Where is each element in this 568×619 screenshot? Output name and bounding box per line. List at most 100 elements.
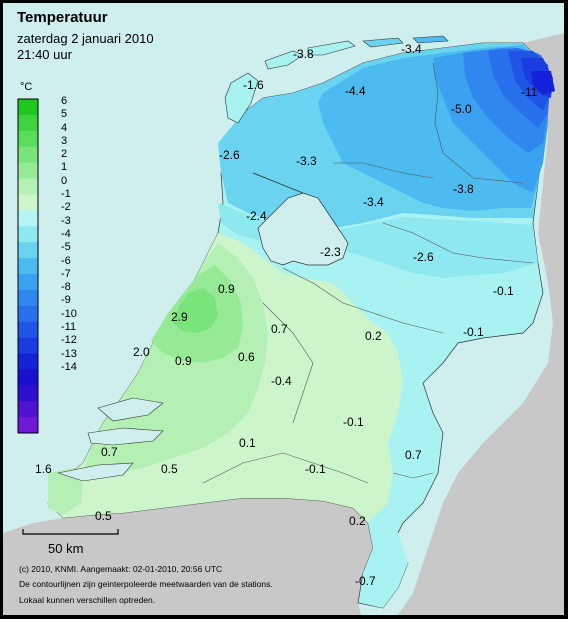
- temperature-label: 2.9: [171, 310, 188, 324]
- legend-level-label: -7: [61, 267, 71, 280]
- legend-level-label: 3: [61, 134, 68, 147]
- legend-level-label: -4: [61, 227, 71, 240]
- scale-label: 50 km: [48, 541, 84, 556]
- legend-level-label: -10: [61, 307, 77, 320]
- temperature-label: 2.0: [133, 345, 150, 359]
- island-ameland: [362, 37, 404, 48]
- temperature-label: 0.1: [239, 436, 256, 450]
- temperature-label: 0.9: [218, 282, 235, 296]
- legend-level-label: -9: [61, 294, 71, 307]
- temperature-label: 0.7: [405, 448, 422, 462]
- legend-swatch: [18, 353, 38, 370]
- temperature-label: 0.9: [175, 354, 192, 368]
- legend-level-label: 5: [61, 108, 68, 121]
- legend-swatch: [18, 114, 38, 132]
- map-panel: -3.8 -3.4 -1.6 -4.4 -11 -5.0 -2.6 -3.3 -3.8 -3.4-…: [3, 3, 564, 615]
- map-time: 21:40 uur: [17, 47, 72, 62]
- temperature-label: -0.7: [355, 574, 376, 588]
- legend-level-label: 4: [61, 121, 68, 134]
- temperature-label: -3.8: [293, 47, 314, 61]
- legend-swatch: [18, 162, 38, 180]
- temperature-label: -0.4: [271, 374, 292, 388]
- legend-swatch: [18, 369, 38, 386]
- temperature-label: -2.6: [413, 250, 434, 264]
- afsluitdijk: [252, 172, 304, 194]
- legend-swatch: [18, 273, 38, 291]
- temperature-label: 0.2: [365, 329, 382, 343]
- legend-swatch: [18, 226, 38, 243]
- temperature-label: -0.1: [305, 462, 326, 476]
- map-title: Temperatuur: [17, 9, 108, 26]
- legend-level-label: -1: [61, 188, 71, 201]
- legend-swatch: [18, 289, 38, 307]
- island-terschelling: [307, 40, 356, 56]
- legend-swatch: [18, 258, 38, 275]
- legend-unit: °C: [20, 81, 33, 93]
- temperature-label: -3.4: [363, 195, 384, 209]
- legend-level-label: -14: [61, 360, 77, 373]
- legend-labels: 6 5 4 3 2 1 0 -1 -2 -3 -4 -5 -6 -7 -8 -9 -10 -11 -12 -13 -14: [61, 95, 77, 374]
- temperature-labels: -3.8 -3.4-1.6 -4.4 -11-5.0-2.6 -3.3-3.8-3.4-…: [35, 42, 538, 588]
- neighbour-land-south: [3, 498, 373, 615]
- estuary-2: [87, 427, 164, 446]
- zone-minus10: [531, 71, 555, 95]
- estuary-3: [56, 462, 134, 482]
- temperature-label: -2.6: [219, 148, 240, 162]
- zone-south-green: [48, 468, 83, 515]
- temperature-label: -0.1: [343, 415, 364, 429]
- legend-level-label: 6: [61, 95, 68, 107]
- temperature-label: 0.2: [349, 514, 366, 528]
- legend-swatch: [18, 210, 38, 227]
- temperature-label: -1.6: [243, 78, 264, 92]
- legend-level-label: -11: [61, 321, 77, 334]
- legend-swatch: [18, 178, 38, 195]
- temperature-label: 0.7: [271, 322, 288, 336]
- temperature-label: -3.8: [453, 182, 474, 196]
- footer-note-2: Lokaal kunnen verschillen optreden.: [19, 595, 156, 605]
- legend-frame: [17, 98, 39, 434]
- legend-swatch: [18, 321, 38, 339]
- province-borders: [202, 62, 534, 484]
- temperature-label: 0.6: [238, 350, 255, 364]
- legend-swatch: [18, 417, 38, 434]
- temperature-label: -3.4: [401, 42, 422, 56]
- legend-swatch: [18, 99, 38, 116]
- temperature-label: 0.5: [95, 509, 112, 523]
- legend-level-label: 0: [61, 174, 68, 187]
- legend-swatch: [18, 401, 38, 418]
- map-date: zaterdag 2 januari 2010: [17, 31, 154, 46]
- temperature-label: -4.4: [345, 84, 366, 98]
- ijsselmeer: [257, 192, 349, 266]
- legend-level-label: -2: [61, 201, 71, 214]
- zone-3: [173, 288, 218, 333]
- temperature-label: -0.1: [493, 284, 514, 298]
- legend-color-bar: [18, 99, 38, 434]
- legend-level-label: -8: [61, 281, 71, 294]
- legend-swatch: [18, 242, 38, 259]
- estuary-1: [97, 397, 164, 422]
- island-schiermonnikoog: [412, 35, 449, 44]
- legend-swatch: [18, 146, 38, 164]
- legend-level-label: -5: [61, 241, 71, 254]
- scale-bar: [22, 529, 119, 535]
- legend-level-label: 2: [61, 148, 68, 161]
- island-vlieland: [264, 50, 304, 70]
- temperature-label: -11: [521, 85, 538, 99]
- legend-level-label: 1: [61, 161, 68, 174]
- island-texel: [224, 72, 259, 124]
- legend-level-label: -6: [61, 254, 71, 267]
- legend-swatch: [18, 305, 38, 323]
- footer-copyright: (c) 2010, KNMI. Aangemaakt: 02-01-2010, …: [19, 564, 223, 574]
- legend-swatch: [18, 385, 38, 402]
- temperature-label: -0.1: [463, 325, 484, 339]
- zone-limburg: [361, 513, 408, 608]
- temperature-label: -2.3: [320, 245, 341, 259]
- temperature-map: -3.8 -3.4-1.6 -4.4 -11-5.0-2.6 -3.3-3.8-3.4-…: [3, 33, 564, 615]
- temperature-label: 0.7: [101, 445, 118, 459]
- temperature-label: -3.3: [296, 154, 317, 168]
- legend-level-label: -12: [61, 334, 77, 347]
- temperature-label: -2.4: [246, 209, 267, 223]
- legend-level-label: -13: [61, 347, 77, 360]
- neighbour-land-east: [398, 33, 564, 615]
